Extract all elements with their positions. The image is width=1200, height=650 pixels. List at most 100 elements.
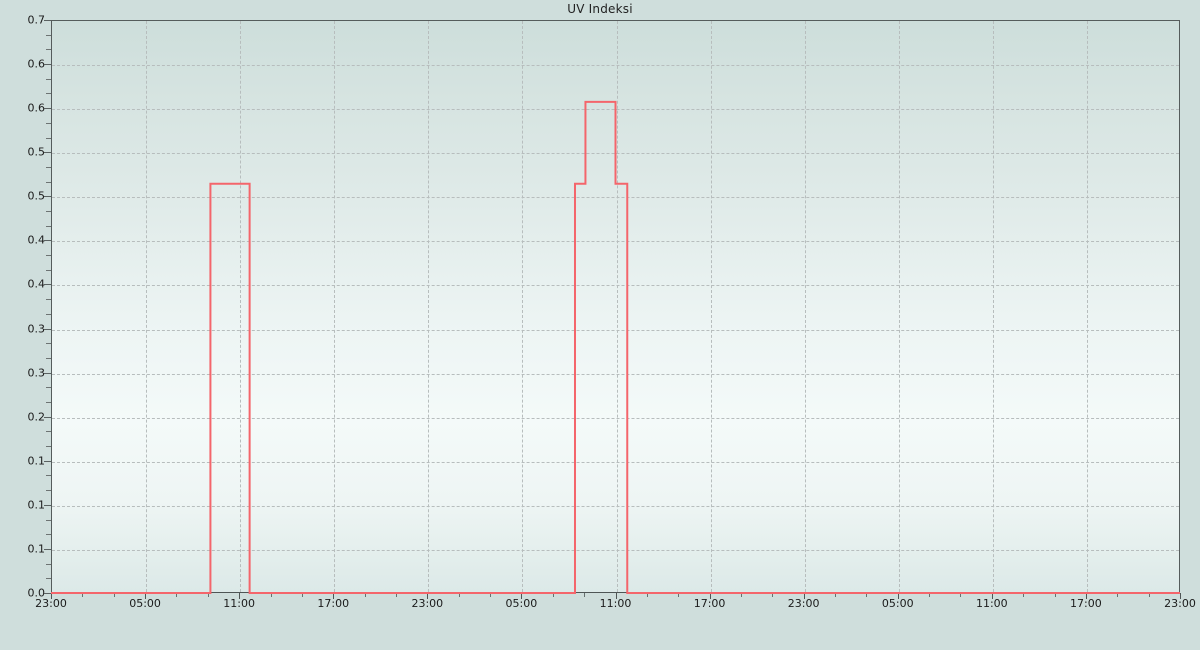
- y-axis-minor-tick: [46, 255, 51, 257]
- y-axis-minor-tick: [46, 122, 51, 124]
- y-axis-tick-mark: [44, 64, 51, 66]
- x-axis-minor-tick: [960, 593, 962, 597]
- y-axis-minor-tick: [46, 269, 51, 271]
- x-axis-minor-tick: [835, 593, 837, 597]
- x-axis-minor-tick: [82, 593, 84, 597]
- x-axis-minor-tick: [740, 593, 742, 597]
- y-axis-tick-label: 0.1: [27, 542, 46, 556]
- x-axis-tick-label: 23:00: [35, 597, 67, 610]
- x-axis-minor-tick: [866, 593, 868, 597]
- y-axis-minor-tick: [46, 578, 51, 580]
- vertical-gridline: [992, 21, 994, 592]
- x-axis-tick-mark: [239, 593, 241, 599]
- x-axis-tick-mark: [333, 593, 335, 599]
- x-axis-minor-tick: [552, 593, 554, 597]
- y-axis-minor-tick: [46, 166, 51, 168]
- vertical-gridline: [710, 21, 712, 592]
- y-axis-tick-label: 0.7: [27, 13, 46, 27]
- horizontal-gridline: [52, 109, 1179, 111]
- x-axis-tick-mark: [51, 593, 52, 599]
- y-axis-minor-tick: [46, 93, 51, 95]
- y-axis-tick-label: 0.3: [27, 322, 46, 336]
- horizontal-gridline: [52, 417, 1179, 419]
- y-axis-tick-mark: [44, 240, 51, 242]
- y-axis-tick-mark: [44, 108, 51, 110]
- x-axis-tick-mark: [1085, 593, 1087, 599]
- y-axis-minor-tick: [46, 225, 51, 227]
- x-axis-tick-label: 23:00: [787, 597, 820, 610]
- x-axis-tick-label: 23:00: [411, 597, 444, 610]
- x-axis-minor-tick: [395, 593, 397, 597]
- y-axis-minor-tick: [46, 49, 51, 51]
- x-axis-tick-label: 23:00: [1164, 597, 1196, 610]
- horizontal-gridline: [52, 505, 1179, 507]
- x-axis-minor-tick: [490, 593, 492, 597]
- y-axis-tick-label: 0.4: [27, 233, 46, 247]
- x-axis-tick-mark: [803, 593, 805, 599]
- horizontal-gridline: [52, 373, 1179, 375]
- y-axis-tick-label: 0.0: [27, 586, 46, 600]
- x-axis-tick-label: 17:00: [317, 597, 350, 610]
- horizontal-gridline: [52, 153, 1179, 155]
- horizontal-gridline: [52, 329, 1179, 331]
- x-axis-tick-label: 17:00: [693, 597, 726, 610]
- x-axis-minor-tick: [772, 593, 774, 597]
- x-axis-minor-tick: [646, 593, 648, 597]
- y-axis-minor-tick: [46, 563, 51, 565]
- x-axis-tick-label: 17:00: [1070, 597, 1102, 610]
- y-axis-minor-tick: [46, 475, 51, 477]
- x-axis-minor-tick: [176, 593, 178, 597]
- x-axis-minor-tick: [1148, 593, 1150, 597]
- vertical-gridline: [240, 21, 242, 592]
- y-axis-tick-mark: [44, 504, 51, 506]
- y-axis-tick-mark: [44, 284, 51, 286]
- vertical-gridline: [1086, 21, 1088, 592]
- y-axis-tick-label: 0.1: [27, 498, 46, 512]
- x-axis-tick-mark: [427, 593, 429, 599]
- y-axis-tick-label: 0.1: [27, 454, 46, 468]
- y-axis-tick-label: 0.5: [27, 189, 46, 203]
- y-axis-minor-tick: [46, 313, 51, 315]
- vertical-gridline: [898, 21, 900, 592]
- x-axis-minor-tick: [364, 593, 366, 597]
- vertical-gridline: [146, 21, 148, 592]
- y-axis-minor-tick: [46, 519, 51, 521]
- horizontal-gridline: [52, 241, 1179, 243]
- x-axis-tick-label: 05:00: [881, 597, 914, 610]
- x-axis-tick-mark: [521, 593, 523, 599]
- x-axis-minor-tick: [584, 593, 586, 597]
- y-axis-minor-tick: [46, 402, 51, 403]
- y-axis-tick-label: 0.6: [27, 57, 46, 71]
- y-axis-minor-tick: [46, 211, 51, 212]
- x-axis-minor-tick: [1023, 593, 1025, 597]
- y-axis-minor-tick: [46, 78, 51, 80]
- y-axis-tick-mark: [44, 152, 51, 154]
- y-axis-tick-mark: [44, 372, 51, 374]
- y-axis-tick-label: 0.5: [27, 145, 46, 159]
- horizontal-gridline: [52, 549, 1179, 551]
- x-axis-tick-label: 05:00: [505, 597, 538, 610]
- horizontal-gridline: [52, 285, 1179, 287]
- y-axis-tick-mark: [44, 593, 51, 594]
- vertical-gridline: [522, 21, 524, 592]
- horizontal-gridline: [52, 65, 1179, 67]
- y-axis-tick-label: 0.4: [27, 277, 46, 291]
- y-axis-minor-tick: [46, 34, 51, 36]
- y-axis-minor-tick: [46, 137, 51, 139]
- y-axis-minor-tick: [46, 387, 51, 389]
- y-axis-tick-label: 0.2: [27, 410, 46, 424]
- y-axis-tick-mark: [44, 548, 51, 550]
- x-axis-minor-tick: [113, 593, 115, 597]
- y-axis-tick-label: 0.3: [27, 366, 46, 380]
- vertical-gridline: [334, 21, 336, 592]
- x-axis-minor-tick: [1117, 593, 1119, 597]
- y-axis-minor-tick: [46, 357, 51, 359]
- x-axis-tick-mark: [145, 593, 147, 599]
- y-axis-tick-mark: [44, 416, 51, 418]
- vertical-gridline: [804, 21, 806, 592]
- chart-title: UV Indeksi: [567, 2, 633, 16]
- y-axis-tick-mark: [44, 460, 51, 462]
- x-axis-tick-mark: [709, 593, 711, 599]
- x-axis-tick-mark: [615, 593, 617, 599]
